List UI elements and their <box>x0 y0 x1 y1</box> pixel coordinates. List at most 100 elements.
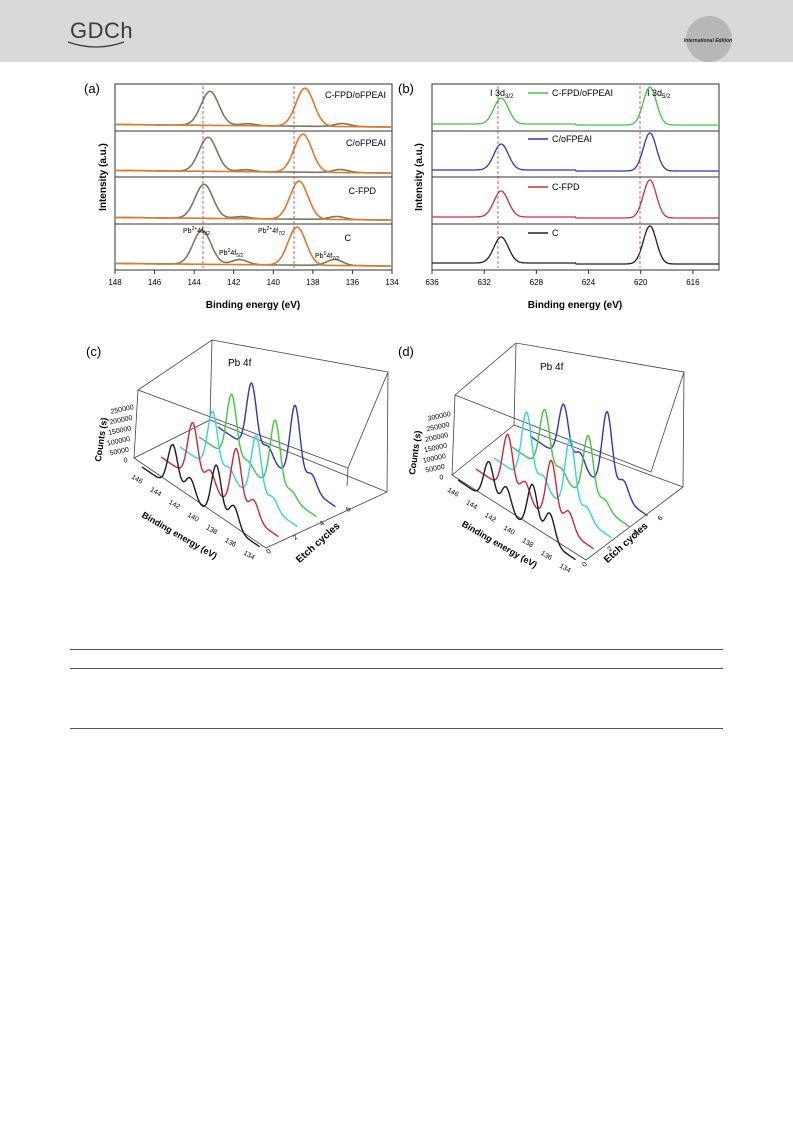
panel-b-trace-2 <box>432 132 719 172</box>
c-ztick-label: 250000 <box>110 404 134 416</box>
panel-a-tick-label: 146 <box>148 278 162 287</box>
panel-b-trace-4 <box>432 225 719 265</box>
d-ztick-label: 0 <box>439 474 444 482</box>
panel-c-xlabel: Binding energy (eV) <box>140 510 219 561</box>
panel-a-tick-label: 138 <box>306 278 320 287</box>
figure-panels: (a) C-FPD/oFPEAI C/oFPEAI C-FPD C Pb2+4f… <box>84 81 720 575</box>
d-ytick-label: 0 <box>581 561 589 569</box>
trace-label-b-3: C-FPD <box>552 182 580 192</box>
panel-a-ylabel: Intensity (a.u.) <box>98 143 109 211</box>
table-rule-top <box>70 649 723 650</box>
panel-a-tick-label: 148 <box>108 278 122 287</box>
trace-label-a-4: C <box>345 233 352 243</box>
panel-a-tick-label: 142 <box>227 278 241 287</box>
trace-label-b-1: C-FPD/oFPEAI <box>552 88 613 98</box>
d-xtick-label: 144 <box>465 499 479 511</box>
peak-label-pb2-5-2: Pb2+4f5/2 <box>183 226 210 237</box>
panel-a: (a) C-FPD/oFPEAI C/oFPEAI C-FPD C Pb2+4f… <box>84 81 399 311</box>
d-xtick-label: 138 <box>521 537 535 549</box>
c-ytick-label: 2 <box>292 534 300 542</box>
d-xtick-label: 142 <box>483 512 497 524</box>
edition-badge <box>686 16 732 62</box>
peak-label-pb0-7-2: Pb04f7/2 <box>315 251 339 262</box>
c-ytick-label: 0 <box>265 548 273 556</box>
c-xtick-label: 144 <box>149 486 163 498</box>
panel-a-tick-label: 144 <box>187 278 201 287</box>
d-xtick-label: 136 <box>539 550 553 562</box>
c-ztick-label: 50000 <box>109 446 130 457</box>
panel-d: (d) Pb 4f 146 144 142 140 138 136 134 0 2 4 6 30000… <box>398 342 685 575</box>
panel-c-zlabel: Counts (s) <box>93 417 109 462</box>
peak-label-i3d52: I 3d5/2 <box>647 88 671 100</box>
d-traces-trace-5 <box>529 403 648 517</box>
panel-b-tick-label: 624 <box>582 278 596 287</box>
panel-a-tick-label: 140 <box>267 278 281 287</box>
panel-b-tick-label: 636 <box>425 278 439 287</box>
c-traces-trace-1 <box>141 443 260 548</box>
panel-d-ylabel: Etch cycles <box>602 520 651 565</box>
panel-a-xlabel: Binding energy (eV) <box>206 300 300 311</box>
panel-b-tick-label: 620 <box>634 278 648 287</box>
panel-c-label: (c) <box>86 344 101 359</box>
d-traces-trace-1 <box>457 460 576 561</box>
d-ytick-label: 6 <box>657 515 665 523</box>
c-ztick-label: 0 <box>123 457 128 465</box>
panel-c-ylabel: Etch cycles <box>294 520 343 565</box>
panel-a-tick-label: 134 <box>385 278 399 287</box>
d-traces-trace-2 <box>475 433 594 550</box>
panel-b-trace-1 <box>432 86 719 126</box>
panel-a-tick-label: 136 <box>346 278 360 287</box>
panel-b-xlabel: Binding energy (eV) <box>528 300 622 311</box>
panel-b-trace-3 <box>432 179 719 219</box>
panel-d-zlabel: Counts (s) <box>407 430 423 475</box>
c-traces-trace-5 <box>217 382 336 508</box>
edition-label: International Edition <box>683 38 733 44</box>
c-xtick-label: 140 <box>186 512 200 524</box>
peak-label-i3d32: I 3d3/2 <box>490 88 514 100</box>
c-xtick-label: 146 <box>130 474 144 486</box>
panel-b-label: (b) <box>398 81 414 96</box>
trace-label-a-1: C-FPD/oFPEAI <box>325 90 386 100</box>
d-xtick-label: 134 <box>558 563 572 575</box>
trace-label-a-2: C/oFPEAI <box>346 138 386 148</box>
c-ztick-label: 100000 <box>107 436 131 448</box>
d-xtick-label: 146 <box>446 487 460 499</box>
panel-d-title: Pb 4f <box>540 362 564 373</box>
panel-a-label: (a) <box>84 81 100 96</box>
d-ztick-label: 300000 <box>427 411 451 423</box>
c-ztick-label: 200000 <box>109 415 133 427</box>
table-rule-bottom <box>70 728 723 729</box>
panel-a-pb-7-2-4 <box>115 226 391 267</box>
c-xtick-label: 136 <box>223 537 237 549</box>
trace-label-b-2: C/oFPEAI <box>552 134 592 144</box>
panel-c: (c) Pb 4f 146 144 142 140 138 136 134 0 2 4 6 25000… <box>86 339 389 566</box>
d-ztick-label: 150000 <box>424 443 448 455</box>
c-traces-trace-4 <box>198 393 317 518</box>
c-ytick-label: 6 <box>345 506 353 514</box>
gdch-logo: GDCh <box>70 18 134 43</box>
panel-b: (b) I 3d3/2 I 3d5/2 C-FPD/oFPEAI C/oFPEA… <box>398 81 720 311</box>
d-traces-trace-3 <box>493 411 612 539</box>
peak-label-pb2-7-2: Pb2+4f7/2 <box>258 226 285 237</box>
d-ztick-label: 100000 <box>422 453 446 465</box>
trace-label-a-3: C-FPD <box>349 186 377 196</box>
d-ztick-label: 50000 <box>425 464 446 475</box>
c-traces-trace-2 <box>160 421 279 538</box>
c-xtick-label: 142 <box>167 499 181 511</box>
c-ytick-label: 4 <box>318 520 326 528</box>
c-xtick-label: 138 <box>205 524 219 536</box>
c-ztick-label: 150000 <box>108 425 132 437</box>
panel-a-pb-7-2-3 <box>115 180 391 221</box>
peak-label-pb0-5-2: Pb04f5/2 <box>219 248 243 259</box>
trace-label-b-4: C <box>552 228 559 238</box>
table-rule-mid <box>70 668 723 669</box>
panel-b-tick-label: 616 <box>686 278 700 287</box>
panel-a-pb-7-2-2 <box>115 133 391 174</box>
d-ytick-label: 4 <box>632 530 640 538</box>
panel-a-pb-7-2-1 <box>115 87 391 128</box>
panel-c-title: Pb 4f <box>228 358 252 369</box>
logo-swoosh-icon <box>67 41 125 48</box>
panel-b-ylabel: Intensity (a.u.) <box>414 143 425 211</box>
d-ztick-label: 200000 <box>425 432 449 444</box>
c-traces-trace-3 <box>179 410 298 528</box>
